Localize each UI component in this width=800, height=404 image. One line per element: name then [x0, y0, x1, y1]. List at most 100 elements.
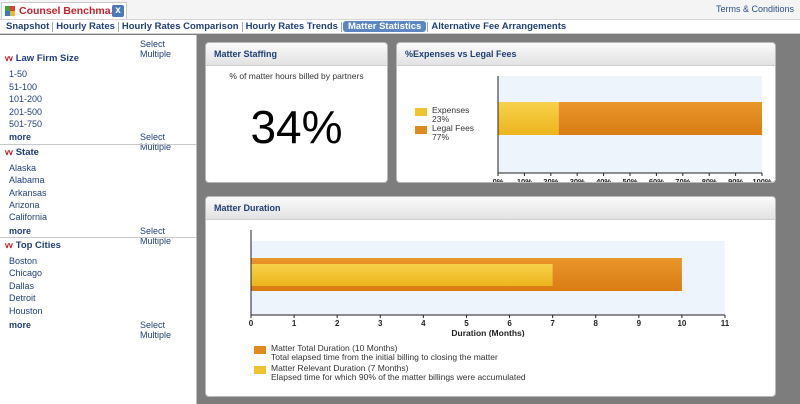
- nav-hourly-rates[interactable]: Hourly Rates: [56, 21, 115, 32]
- section-law-firm-size[interactable]: ∨∨ Law Firm Size: [4, 53, 79, 64]
- select-multiple-link[interactable]: Select Multiple: [140, 132, 172, 152]
- filter-item[interactable]: Alaska: [9, 163, 37, 173]
- x-tick-label: 9: [637, 319, 642, 328]
- staffing-value: 34%: [250, 101, 343, 153]
- legend-description: Total elapsed time from the initial bill…: [271, 352, 498, 362]
- x-tick-label: 11: [721, 319, 730, 328]
- select-multiple-link[interactable]: Select Multiple: [140, 320, 172, 340]
- legend-swatch: [415, 126, 427, 134]
- section-title: State: [15, 147, 39, 158]
- section-top-cities[interactable]: ∨∨ Top Cities: [4, 240, 61, 251]
- nav-snapshot[interactable]: Snapshot: [6, 21, 50, 32]
- legend-swatch: [254, 346, 266, 354]
- nav-separator: [117, 21, 119, 32]
- matter-staffing-panel: Matter Staffing % of matter hours billed…: [205, 42, 388, 183]
- x-tick-label: 50%: [622, 177, 637, 183]
- legend-item: Matter Relevant Duration (7 Months) Elaps…: [254, 364, 526, 382]
- duration-chart: 0 1 2 3 4 5 6 7 8 9 10 11 Duration (Months): [249, 230, 730, 337]
- x-tick-label: 7: [550, 319, 555, 328]
- filter-item[interactable]: Dallas: [9, 281, 35, 291]
- x-tick-label: 70%: [675, 177, 690, 183]
- terms-link[interactable]: Terms & Conditions: [715, 4, 794, 14]
- staffing-subtitle: % of matter hours billed by partners: [229, 71, 364, 81]
- main-nav: Snapshot Hourly Rates Hourly Rates Compa…: [0, 20, 800, 34]
- section-state[interactable]: ∨∨ State: [4, 147, 39, 158]
- x-tick-label: 30%: [570, 177, 585, 183]
- filter-item[interactable]: 101-200: [9, 94, 43, 104]
- nav-matter-statistics[interactable]: Matter Statistics: [342, 21, 427, 32]
- x-tick-label: 0%: [493, 177, 504, 183]
- x-tick-label: 80%: [702, 177, 717, 183]
- legend-label: Matter Total Duration (10 Months): [271, 343, 398, 353]
- panel-title: %Expenses vs Legal Fees: [397, 43, 775, 66]
- more-link[interactable]: more: [9, 320, 32, 330]
- filter-item[interactable]: 1-50: [9, 69, 28, 79]
- select-multiple-link[interactable]: Select Multiple: [140, 226, 172, 246]
- filter-item[interactable]: Boston: [9, 256, 38, 266]
- x-tick-label: 5: [464, 319, 469, 328]
- chevron-down-icon: ∨∨: [4, 54, 14, 63]
- filter-item[interactable]: 501-750: [9, 119, 43, 129]
- nav-alternative-fee-arrangements[interactable]: Alternative Fee Arrangements: [431, 21, 567, 32]
- more-link[interactable]: more: [9, 226, 32, 236]
- legend-description: Elapsed time for which 90% of the matter…: [271, 372, 526, 382]
- legend-label: Matter Relevant Duration (7 Months): [271, 363, 409, 373]
- filter-item[interactable]: Detroit: [9, 293, 36, 303]
- filter-item[interactable]: 201-500: [9, 107, 43, 117]
- x-tick-label: 1: [292, 319, 297, 328]
- legend-label: Legal Fees: [432, 123, 475, 133]
- app-tab-title: Counsel Benchma...: [19, 5, 120, 17]
- filter-item[interactable]: California: [9, 212, 48, 222]
- bar-relevant-duration: [251, 264, 553, 286]
- x-tick-label: 8: [594, 319, 599, 328]
- filter-item[interactable]: Chicago: [9, 268, 43, 278]
- nav-hourly-rates-comparison[interactable]: Hourly Rates Comparison: [121, 21, 239, 32]
- x-tick-label: 60%: [649, 177, 664, 183]
- legend-item: Expenses 23%: [415, 106, 469, 124]
- x-tick-label: 3: [378, 319, 383, 328]
- select-multiple-link[interactable]: Select Multiple: [140, 39, 172, 59]
- x-tick-label: 20%: [543, 177, 558, 183]
- filter-item[interactable]: Alabama: [9, 175, 45, 185]
- matter-duration-panel: Matter Duration 0 1 2 3 4 5 6 7 8 9 10 11 Duration (…: [205, 196, 776, 397]
- expenses-vs-fees-panel: %Expenses vs Legal Fees Expenses 23% Lega…: [396, 42, 776, 183]
- divider: [0, 144, 196, 145]
- x-tick-label: 0: [249, 319, 254, 328]
- nav-separator: [241, 21, 243, 32]
- x-tick-label: 6: [507, 319, 512, 328]
- bar-expenses: [498, 102, 559, 135]
- filter-item[interactable]: Arkansas: [9, 188, 47, 198]
- x-tick-label: 90%: [728, 177, 743, 183]
- chevron-down-icon: ∨∨: [4, 241, 14, 250]
- nav-separator: [340, 21, 342, 32]
- app-tab[interactable]: Counsel Benchma... x: [1, 2, 127, 19]
- nav-hourly-rates-trends[interactable]: Hourly Rates Trends: [245, 21, 338, 32]
- legend-swatch: [415, 108, 427, 116]
- panel-title: Matter Duration: [206, 197, 775, 220]
- x-tick-label: 4: [421, 319, 426, 328]
- legend-label: Expenses: [432, 105, 470, 115]
- section-title: Law Firm Size: [15, 53, 80, 64]
- app-logo-icon: [5, 6, 15, 16]
- bar-legal-fees: [558, 102, 762, 135]
- x-tick-label: 10: [677, 319, 686, 328]
- legend-item: Legal Fees 77%: [415, 124, 474, 142]
- filter-sidebar: Select Multiple ∨∨ Law Firm Size 1-50 51…: [0, 35, 197, 404]
- section-title: Top Cities: [15, 240, 61, 251]
- title-bar: Counsel Benchma... x Terms & Conditions: [0, 0, 800, 20]
- x-tick-label: 100%: [752, 177, 772, 183]
- nav-separator: [427, 21, 429, 32]
- more-link[interactable]: more: [9, 132, 32, 142]
- filter-item[interactable]: Arizona: [9, 200, 40, 210]
- legend-value: 77%: [432, 132, 450, 142]
- chevron-down-icon: ∨∨: [4, 148, 14, 157]
- expenses-chart: 0% 10% 20% 30% 40% 50% 60% 70% 80% 90% 100%: [493, 76, 772, 183]
- legend-swatch: [254, 366, 266, 374]
- filter-item[interactable]: Houston: [9, 306, 43, 316]
- x-tick-label: 2: [335, 319, 340, 328]
- divider: [0, 237, 196, 238]
- legend-value: 23%: [432, 114, 450, 124]
- close-icon[interactable]: x: [112, 5, 124, 17]
- filter-item[interactable]: 51-100: [9, 82, 38, 92]
- x-axis-label: Duration (Months): [451, 328, 524, 337]
